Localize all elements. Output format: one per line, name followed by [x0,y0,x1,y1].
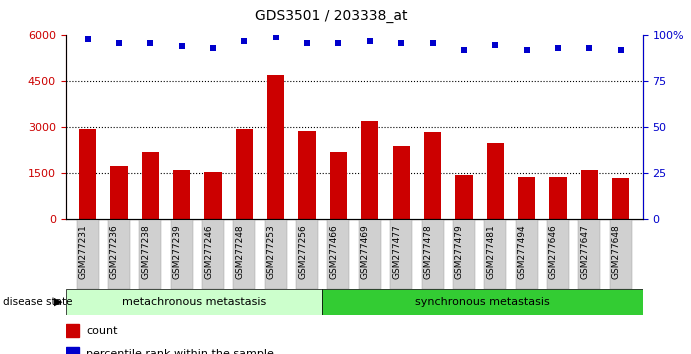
Point [239,38,250,44]
Text: GSM277239: GSM277239 [173,224,182,279]
Text: GSM277236: GSM277236 [110,224,119,279]
Bar [361,121,379,219]
Text: GSM277494: GSM277494 [518,224,527,279]
FancyBboxPatch shape [66,289,322,315]
Point [458,47,469,53]
Bar [424,132,441,219]
Bar [580,170,598,219]
FancyBboxPatch shape [296,219,318,289]
FancyBboxPatch shape [484,219,507,289]
Bar [392,146,410,219]
FancyBboxPatch shape [140,219,161,289]
Bar [267,75,285,219]
FancyBboxPatch shape [234,219,256,289]
Text: GSM277246: GSM277246 [204,224,213,279]
Text: count: count [86,326,118,336]
Text: GSM277478: GSM277478 [424,224,433,279]
Bar [455,175,473,219]
Point [82,36,93,42]
Text: ▶: ▶ [54,297,62,307]
Point [584,45,595,51]
Point [145,40,156,46]
FancyBboxPatch shape [515,219,538,289]
Text: GSM277469: GSM277469 [361,224,370,279]
Bar [66,347,79,354]
Text: GSM277648: GSM277648 [612,224,621,279]
Text: GSM277231: GSM277231 [79,224,88,279]
Point [552,45,563,51]
Text: synchronous metastasis: synchronous metastasis [415,297,550,307]
Text: percentile rank within the sample: percentile rank within the sample [86,349,274,354]
Bar [486,143,504,219]
FancyBboxPatch shape [328,219,350,289]
Text: metachronous metastasis: metachronous metastasis [122,297,266,307]
Point [490,42,501,47]
Point [521,47,532,53]
FancyBboxPatch shape [171,219,193,289]
Bar [173,170,190,219]
Text: GSM277253: GSM277253 [267,224,276,279]
Bar [518,177,536,219]
Point [364,38,375,44]
FancyBboxPatch shape [77,219,99,289]
Text: GSM277256: GSM277256 [298,224,307,279]
Text: GSM277479: GSM277479 [455,224,464,279]
Point [207,45,218,51]
FancyBboxPatch shape [202,219,224,289]
FancyBboxPatch shape [265,219,287,289]
Bar [111,166,128,219]
Point [427,40,438,46]
FancyBboxPatch shape [578,219,600,289]
Text: GSM277466: GSM277466 [330,224,339,279]
Text: GSM277477: GSM277477 [392,224,401,279]
Point [301,40,312,46]
Text: GSM277481: GSM277481 [486,224,495,279]
Point [176,44,187,49]
Point [113,40,124,46]
Bar [299,131,316,219]
Bar [549,177,567,219]
Bar [612,178,630,219]
FancyBboxPatch shape [359,219,381,289]
Point [615,47,626,53]
Bar [236,129,253,219]
Point [396,40,407,46]
Text: disease state: disease state [3,297,73,307]
Text: GDS3501 / 203338_at: GDS3501 / 203338_at [256,9,408,23]
Text: GSM277248: GSM277248 [236,224,245,279]
FancyBboxPatch shape [108,219,130,289]
Bar [205,172,222,219]
Bar [330,152,347,219]
Text: GSM277238: GSM277238 [142,224,151,279]
Bar [79,129,96,219]
Point [270,34,281,40]
Bar [142,152,159,219]
FancyBboxPatch shape [422,219,444,289]
FancyBboxPatch shape [547,219,569,289]
Point [333,40,344,46]
Text: GSM277647: GSM277647 [580,224,589,279]
FancyBboxPatch shape [609,219,632,289]
FancyBboxPatch shape [322,289,643,315]
FancyBboxPatch shape [453,219,475,289]
FancyBboxPatch shape [390,219,412,289]
Bar [66,324,79,337]
Text: GSM277646: GSM277646 [549,224,558,279]
